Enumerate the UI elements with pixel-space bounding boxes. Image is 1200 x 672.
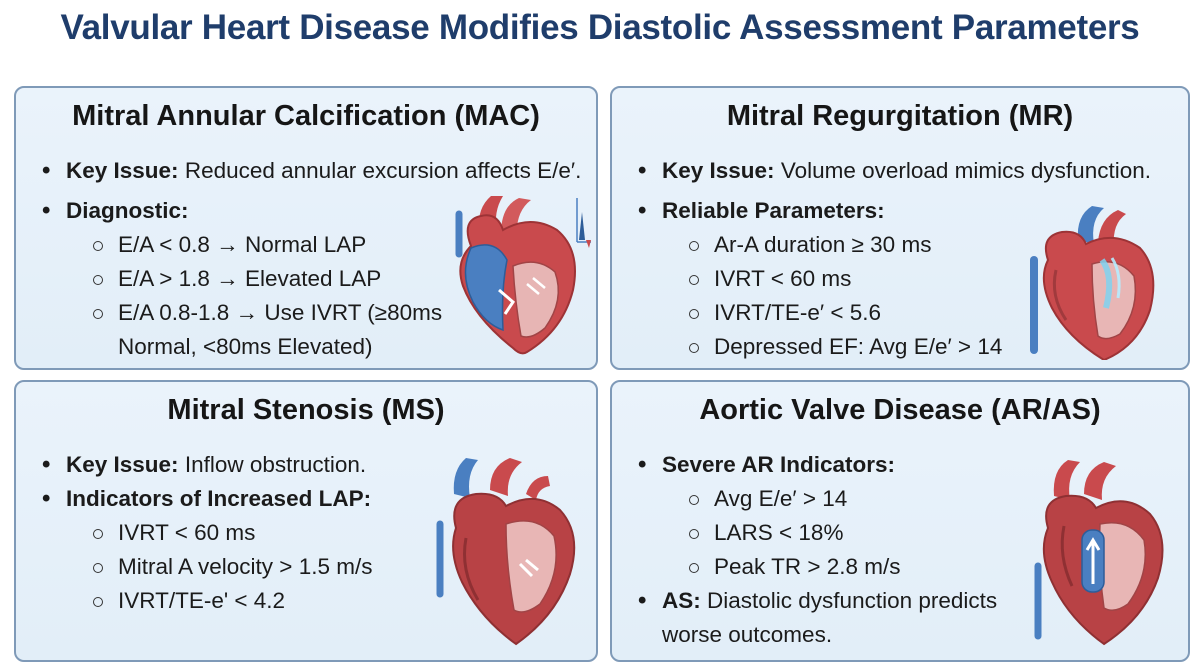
list-item: IVRT < 60 ms: [634, 262, 1151, 296]
panel-body: Severe AR Indicators: Avg E/e′ > 14 LARS…: [634, 448, 997, 652]
panel-mac: Mitral Annular Calcification (MAC) Key I…: [14, 86, 598, 370]
bullet-reliable-parameters: Reliable Parameters:: [634, 194, 1151, 228]
list-item: LARS < 18%: [634, 516, 997, 550]
panel-title: Mitral Annular Calcification (MAC): [72, 100, 540, 132]
heart-illustration-icon: [1034, 460, 1164, 646]
list-item-continuation: Normal, <80ms Elevated): [118, 334, 373, 359]
list-item: E/A < 0.8 → Normal LAP: [38, 228, 581, 262]
bullet-as: AS: Diastolic dysfunction predicts: [634, 584, 997, 618]
bullet-label: Diagnostic:: [66, 198, 189, 223]
bullet-text: Reduced annular excursion affects E/e′.: [184, 158, 582, 183]
list-item: Avg E/e′ > 14: [634, 482, 997, 516]
bullet-label: Reliable Parameters:: [662, 198, 885, 223]
bullet-label: AS:: [662, 588, 701, 613]
panel-body: Key Issue: Reduced annular excursion aff…: [38, 154, 581, 364]
list-item: IVRT < 60 ms: [38, 516, 372, 550]
heart-illustration-icon: [1030, 206, 1155, 360]
list-item: E/A > 1.8 → Elevated LAP: [38, 262, 581, 296]
page-title: Valvular Heart Disease Modifies Diastoli…: [60, 8, 1140, 47]
list-item: Ar-A duration ≥ 30 ms: [634, 228, 1151, 262]
list-item: IVRT/TE-e' < 4.2: [38, 584, 372, 618]
list-item: IVRT/TE-e′ < 5.6: [634, 296, 1151, 330]
panel-title: Mitral Regurgitation (MR): [726, 100, 1074, 132]
bullet-text: Inflow obstruction.: [184, 452, 367, 477]
bullet-key-issue: Key Issue: Inflow obstruction.: [38, 448, 372, 482]
panel-mr: Mitral Regurgitation (MR) Key Issue: Vol…: [610, 86, 1190, 370]
bullet-severe-ar: Severe AR Indicators:: [634, 448, 997, 482]
panel-ms: Mitral Stenosis (MS) Key Issue: Inflow o…: [14, 380, 598, 662]
list-item: Depressed EF: Avg E/e′ > 14: [634, 330, 1151, 364]
list-item: Peak TR > 2.8 m/s: [634, 550, 997, 584]
heart-illustration-icon: [436, 458, 576, 646]
bullet-label: Indicators of Increased LAP:: [66, 486, 372, 511]
bullet-key-issue: Key Issue: Volume overload mimics dysfun…: [634, 154, 1151, 188]
bullet-diagnostic: Diagnostic:: [38, 194, 581, 228]
panel-av: Aortic Valve Disease (AR/AS) Severe AR I…: [610, 380, 1190, 662]
panel-title: Mitral Stenosis (MS): [167, 394, 445, 426]
panel-body: Key Issue: Volume overload mimics dysfun…: [634, 154, 1151, 364]
bullet-indicators: Indicators of Increased LAP:: [38, 482, 372, 516]
bullet-label: Key Issue:: [66, 158, 179, 183]
panel-body: Key Issue: Inflow obstruction. Indicator…: [38, 448, 372, 618]
list-item: E/A 0.8-1.8 → Use IVRT (≥80ms: [38, 296, 581, 330]
bullet-label: Severe AR Indicators:: [662, 452, 895, 477]
list-item: Mitral A velocity > 1.5 m/s: [38, 550, 372, 584]
bullet-label: Key Issue:: [662, 158, 775, 183]
panel-title: Aortic Valve Disease (AR/AS): [699, 394, 1101, 426]
bullet-label: Key Issue:: [66, 452, 179, 477]
bullet-key-issue: Key Issue: Reduced annular excursion aff…: [38, 154, 581, 188]
bullet-text: Volume overload mimics dysfunction.: [780, 158, 1151, 183]
heart-illustration-icon: [455, 196, 591, 355]
bullet-text-continuation: worse outcomes.: [662, 622, 833, 647]
bullet-text: Diastolic dysfunction predicts: [707, 588, 998, 613]
